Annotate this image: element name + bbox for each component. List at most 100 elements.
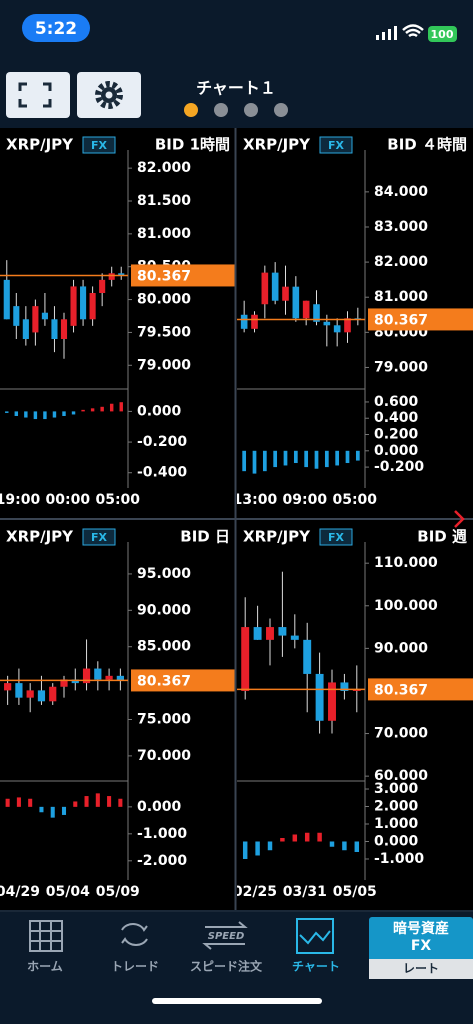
candle-body	[344, 318, 351, 333]
sub-tick-label: -2.000	[137, 853, 187, 869]
y-tick-label: 80.000	[137, 292, 191, 308]
battery-level: 100	[431, 28, 454, 41]
candle-body	[22, 319, 29, 339]
histogram-bar	[252, 450, 257, 474]
timeframe-label: BID ４時間	[387, 136, 467, 154]
sub-tick-label: -0.400	[137, 465, 187, 481]
histogram-bar	[255, 841, 260, 856]
x-label: 05/09	[96, 884, 140, 900]
y-tick-label: 70.000	[137, 748, 191, 764]
candle-body	[60, 319, 68, 339]
y-tick-label: 75.000	[137, 712, 191, 728]
histogram-bar	[61, 806, 67, 815]
histogram-bar	[355, 450, 360, 461]
sub-tick-label: 0.400	[374, 410, 419, 426]
price-label: 80.367	[374, 312, 428, 328]
y-tick-label: 95.000	[137, 566, 191, 582]
price-badge	[368, 308, 473, 331]
y-tick-label: 90.000	[374, 640, 428, 656]
x-label: 05/04	[46, 884, 90, 900]
histogram-bar	[24, 411, 28, 418]
candle-body	[271, 272, 279, 301]
fx-badge-label: FX	[328, 531, 345, 544]
histogram-bar	[28, 798, 33, 807]
y-tick-label: 79.500	[137, 324, 191, 340]
tab-label[interactable]: トレード	[111, 960, 159, 974]
fullscreen-button[interactable]	[6, 72, 70, 118]
candle-body	[241, 627, 250, 691]
histogram-bar	[71, 411, 76, 415]
histogram-bar	[5, 411, 9, 413]
tab-label[interactable]: スピード注文	[190, 959, 263, 974]
sub-tick-label: 2.000	[374, 799, 419, 815]
histogram-bar	[304, 450, 309, 468]
candle-body	[292, 286, 300, 319]
histogram-bar	[119, 402, 123, 412]
price-label: 80.367	[374, 682, 428, 698]
histogram-bar	[267, 841, 273, 851]
histogram-bar	[342, 841, 347, 851]
speed-icon-text: SPEED	[208, 931, 245, 942]
timeframe-label: BID 1時間	[155, 136, 230, 154]
fx-badge-label: FX	[328, 139, 345, 152]
y-tick-label: 81.000	[137, 226, 191, 242]
candle-body	[302, 300, 310, 319]
sub-tick-label: 1.000	[374, 816, 419, 832]
candle-body	[290, 635, 299, 640]
candle-body	[313, 304, 320, 322]
histogram-bar	[14, 411, 19, 416]
crypto-rate-band	[369, 959, 473, 979]
tab-label[interactable]: ホーム	[27, 960, 63, 974]
x-label: 09:00	[283, 492, 328, 508]
y-tick-label: 79.000	[137, 357, 191, 373]
histogram-bar	[52, 411, 57, 418]
sub-tick-label: -0.200	[137, 434, 187, 450]
histogram-bar	[62, 411, 66, 416]
page-dot[interactable]	[214, 103, 228, 117]
candle-body	[99, 279, 106, 293]
candle-body	[352, 689, 361, 691]
histogram-bar	[280, 837, 285, 842]
fx-badge-label: FX	[91, 139, 108, 152]
pair-label: XRP/JPY	[6, 136, 74, 154]
sub-tick-label: 0.000	[137, 799, 182, 815]
y-tick-label: 85.000	[137, 639, 191, 655]
candle-body	[240, 314, 248, 329]
page-dot[interactable]	[244, 103, 258, 117]
y-tick-label: 110.000	[374, 555, 438, 571]
page-dot-active[interactable]	[184, 103, 198, 117]
sub-tick-label: 0.000	[374, 443, 419, 459]
histogram-bar	[314, 450, 319, 469]
histogram-bar	[33, 411, 38, 420]
header-title: チャート１	[196, 79, 276, 98]
histogram-bar	[84, 796, 89, 807]
sub-tick-label: 0.200	[374, 427, 419, 443]
x-label: 13:00	[233, 492, 278, 508]
candle-body	[70, 286, 77, 326]
histogram-bar	[292, 834, 298, 842]
fx-badge	[82, 136, 116, 154]
histogram-bar	[262, 450, 267, 472]
x-label: 00:00	[46, 492, 91, 508]
candle-body	[278, 627, 287, 636]
crypto-title: 暗号資産	[393, 920, 449, 937]
panel-viewport: XRP/JPY FX BID 週 110.000 100.000 90.000 70.000…	[237, 528, 473, 900]
candle-body	[51, 319, 58, 339]
histogram-bar	[293, 450, 298, 464]
candle-body	[118, 273, 125, 276]
candle-body	[71, 679, 79, 684]
pair-label: XRP/JPY	[243, 136, 311, 154]
tab-label[interactable]: チャート	[292, 960, 340, 974]
crypto-rate: レート	[403, 962, 439, 976]
sub-tick-label: -1.000	[374, 851, 424, 867]
y-tick-label: 70.000	[374, 726, 428, 742]
fx-badge	[319, 528, 353, 546]
chart-panel: XRP/JPY FX BID 週 110.000 100.000 90.000 70.000…	[237, 528, 473, 900]
page-dot[interactable]	[274, 103, 288, 117]
price-label: 80.367	[137, 268, 191, 284]
next-arrow[interactable]	[454, 510, 465, 528]
candle-body	[328, 682, 336, 721]
